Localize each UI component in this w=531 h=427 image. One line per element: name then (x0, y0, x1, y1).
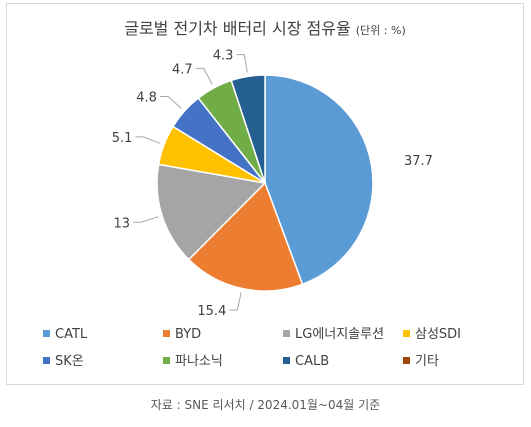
chart-title: 글로벌 전기차 배터리 시장 점유율 (단위 : %) (124, 19, 406, 38)
pie-slice-calb (230, 74, 266, 184)
legend-swatch-sk (43, 357, 50, 364)
data-labels: 37.7 15.4 13 5.1 4.8 4.7 4.3 (112, 49, 433, 319)
pie-chart: 글로벌 전기차 배터리 시장 점유율 (단위 : %) 37.7 15.4 13 5.… (43, 19, 461, 369)
leader-line-calb (236, 54, 248, 73)
data-label-byd: 15.4 (197, 304, 226, 319)
data-label-catl: 37.7 (404, 154, 433, 169)
legend-label-series-6: 파나소닉 (175, 354, 223, 369)
legend-label-byd: BYD (175, 327, 201, 342)
leader-line-byd (229, 292, 242, 311)
pie-slice-byd (187, 181, 304, 292)
pie-slices (156, 74, 374, 292)
legend: CATL BYD LG에너지솔루션 삼성SDI SK온 파나소닉 CALB 기타 (43, 327, 461, 369)
legend-swatch-catl (43, 330, 50, 337)
legend-swatch-calb (283, 357, 290, 364)
legend-swatch-sdi (403, 330, 410, 337)
legend-label-catl: CATL (55, 327, 88, 342)
data-label-sdi: 5.1 (112, 131, 133, 146)
legend-label-sk: SK온 (55, 354, 84, 369)
data-label-lg: 13 (114, 216, 131, 231)
leader-line-series-6 (195, 67, 213, 85)
source-note: 자료 : SNE 리서치 / 2024.01월~04월 기준 (150, 398, 381, 412)
legend-label-calb: CALB (295, 354, 329, 369)
legend-label-series-8: 기타 (415, 354, 439, 369)
pie-slice-catl (264, 74, 374, 286)
chart-title-unit: (단위 : %) (356, 24, 406, 37)
legend-label-sdi: 삼성SDI (415, 327, 461, 342)
pie-slice-lg (156, 163, 267, 261)
leader-line-sk (159, 95, 182, 109)
legend-swatch-series-6 (163, 357, 170, 364)
leader-lines (133, 54, 248, 311)
data-label-series-6: 4.7 (172, 62, 193, 77)
legend-label-lg: LG에너지솔루션 (295, 327, 384, 342)
data-label-sk: 4.8 (136, 90, 157, 105)
chart-frame: 글로벌 전기차 배터리 시장 점유율 (단위 : %) 37.7 15.4 13 5.… (6, 3, 524, 385)
chart-title-main: 글로벌 전기차 배터리 시장 점유율 (124, 19, 350, 38)
data-label-calb: 4.3 (213, 49, 234, 64)
legend-swatch-series-8 (403, 357, 410, 364)
leader-line-sdi (135, 136, 161, 144)
leader-line-lg (133, 216, 159, 223)
legend-swatch-lg (283, 330, 290, 337)
legend-swatch-byd (163, 330, 170, 337)
